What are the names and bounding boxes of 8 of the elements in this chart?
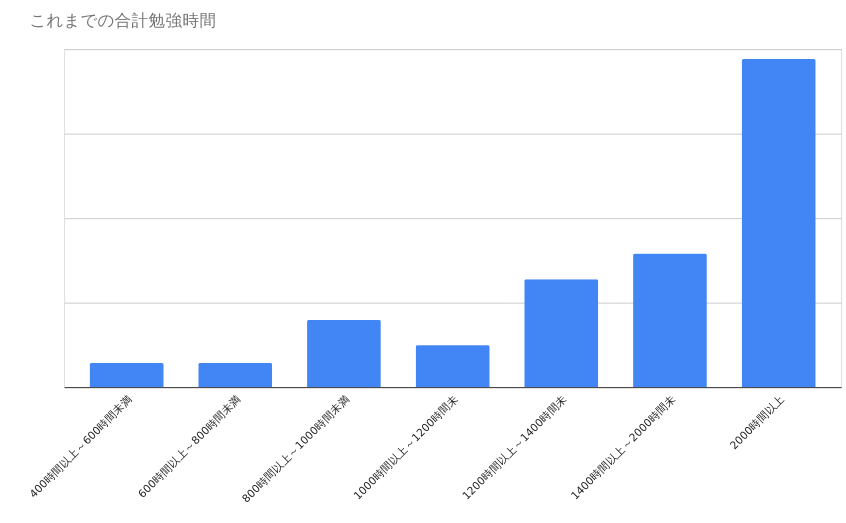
bar xyxy=(90,362,164,388)
bar xyxy=(416,345,490,388)
bar xyxy=(198,362,272,388)
bar xyxy=(307,320,381,388)
bar xyxy=(742,59,816,388)
chart-title: これまでの合計勉強時間 xyxy=(29,10,216,30)
bar xyxy=(524,279,598,388)
bar xyxy=(633,254,707,388)
